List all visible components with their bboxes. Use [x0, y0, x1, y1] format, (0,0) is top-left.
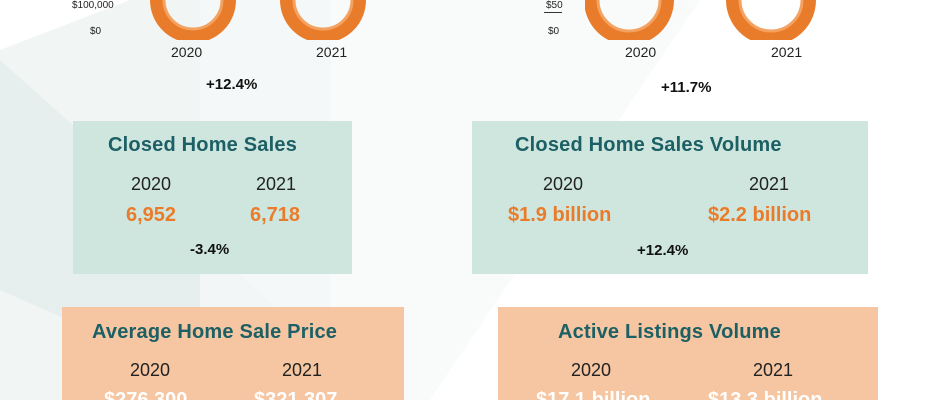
card-year-2020: 2020 — [543, 174, 584, 194]
card-year-2020: 2020 — [130, 360, 171, 380]
card-title: Active Listings Volume — [558, 321, 781, 343]
card-year-2020: 2020 — [131, 174, 172, 194]
card-title: Closed Home Sales Volume — [515, 134, 782, 156]
average-home-sale-price-card: Average Home Sale Price 2020 2021 $276,3… — [62, 307, 404, 411]
donut-charts-left — [150, 0, 366, 40]
year-label-2021: 2021 — [316, 44, 348, 60]
card-year-2021: 2021 — [256, 174, 297, 194]
card-value-2020: $276,300 — [104, 389, 188, 411]
active-listings-volume-card: Active Listings Volume 2020 2021 $17.1 b… — [498, 307, 878, 411]
y-axis-label-zero: $0 — [548, 26, 560, 37]
year-label-2021: 2021 — [771, 44, 803, 60]
card-value-2021: $13.3 billion — [708, 389, 823, 411]
percent-change: +12.4% — [206, 76, 258, 93]
card-value-2020: 6,952 — [126, 204, 177, 226]
year-label-2020: 2020 — [625, 44, 657, 60]
card-value-2020: $17.1 billion — [536, 389, 651, 411]
y-axis-label-top: $100,000 — [72, 0, 114, 11]
card-title: Average Home Sale Price — [92, 321, 338, 343]
year-label-2020: 2020 — [171, 44, 203, 60]
card-value-2020: $1.9 billion — [508, 204, 612, 226]
card-value-2021: 6,718 — [250, 204, 301, 226]
card-value-2021: $321,307 — [254, 389, 338, 411]
card-title: Closed Home Sales — [108, 134, 298, 156]
card-year-2020: 2020 — [571, 360, 612, 380]
card-year-2021: 2021 — [282, 360, 323, 380]
y-axis-label-zero: $0 — [90, 26, 102, 37]
closed-home-sales-card: Closed Home Sales 2020 2021 6,952 6,718 … — [73, 121, 352, 274]
card-year-2021: 2021 — [753, 360, 794, 380]
closed-home-sales-volume-card: Closed Home Sales Volume 2020 2021 $1.9 … — [472, 121, 868, 274]
card-value-2021: $2.2 billion — [708, 204, 812, 226]
percent-change: +11.7% — [661, 79, 712, 96]
card-percent-change: -3.4% — [190, 241, 230, 258]
y-axis-label-top: $50 — [546, 0, 563, 11]
axis-tick — [544, 12, 562, 13]
card-percent-change: +12.4% — [637, 242, 689, 259]
donut-charts-right — [585, 0, 816, 40]
card-year-2021: 2021 — [749, 174, 790, 194]
